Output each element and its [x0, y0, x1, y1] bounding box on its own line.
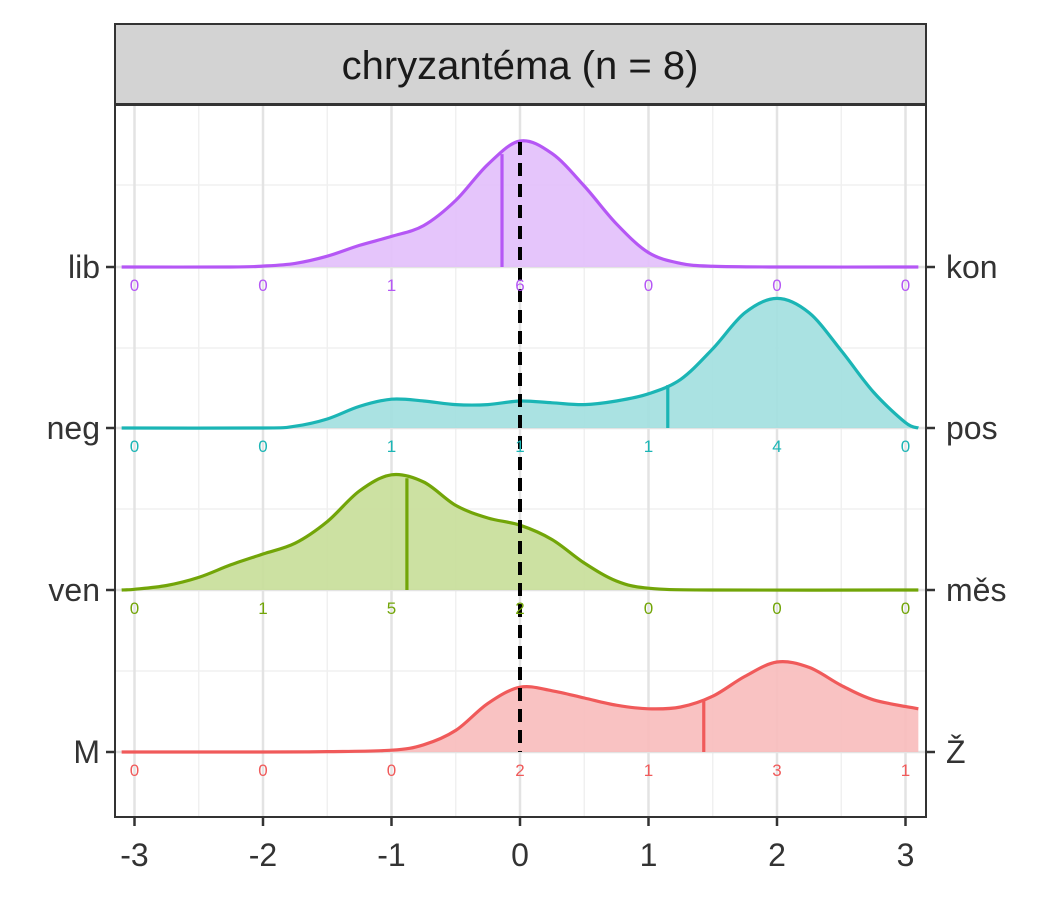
ridge-lib: [121, 139, 919, 269]
count-label: 0: [644, 599, 653, 618]
y-label-right: měs: [946, 572, 1006, 608]
count-label: 2: [515, 761, 524, 780]
density-line: [121, 139, 919, 269]
count-label: 1: [258, 599, 267, 618]
y-label-left: M: [73, 734, 100, 770]
axes: lib kon neg pos ven měs M Ž -3 -2 -1 0 1 2 3: [47, 249, 1007, 873]
count-label: 0: [258, 761, 267, 780]
count-labels: 0 0 1 6 0 0 0 0 0 1 1 1 4 0 0 1 5 2 0 0 0 0 0 0 2 1 3 1: [130, 276, 910, 780]
y-label-right: pos: [946, 410, 998, 446]
count-label: 1: [644, 437, 653, 456]
density-line: [121, 472, 919, 592]
count-label: 0: [130, 761, 139, 780]
count-label: 0: [901, 599, 910, 618]
y-label-right: kon: [946, 249, 998, 285]
count-label: 0: [387, 761, 396, 780]
count-label: 0: [130, 437, 139, 456]
y-label-left: ven: [48, 572, 100, 608]
x-tick-label: 2: [768, 837, 786, 873]
count-label: 1: [387, 276, 396, 295]
count-label: 0: [130, 276, 139, 295]
count-label: 5: [387, 599, 396, 618]
density-area: [121, 298, 919, 429]
count-label: 0: [772, 276, 781, 295]
density-area: [121, 140, 919, 268]
x-tick-label: 1: [640, 837, 658, 873]
density-area: [121, 661, 919, 753]
count-label: 0: [644, 276, 653, 295]
count-label: 1: [901, 761, 910, 780]
ridge-M: [121, 660, 919, 754]
strip-background: [114, 23, 927, 105]
y-label-right: Ž: [946, 734, 966, 770]
x-tick-label: 0: [511, 837, 529, 873]
count-label: 0: [130, 599, 139, 618]
count-label: 0: [772, 599, 781, 618]
count-label: 1: [515, 437, 524, 456]
density-line: [121, 296, 919, 430]
x-tick-label: 3: [897, 837, 915, 873]
x-tick-label: -3: [120, 837, 148, 873]
ridge-neg: [121, 296, 919, 430]
count-label: 3: [772, 761, 781, 780]
y-label-left: neg: [47, 410, 100, 446]
count-label: 4: [772, 437, 781, 456]
count-label: 0: [901, 276, 910, 295]
count-label: 0: [901, 437, 910, 456]
count-label: 6: [515, 276, 524, 295]
count-label: 2: [515, 599, 524, 618]
density-line: [121, 660, 919, 754]
x-tick-label: -1: [377, 837, 405, 873]
count-label: 0: [258, 276, 267, 295]
count-label: 1: [644, 761, 653, 780]
count-label: 0: [258, 437, 267, 456]
panel-title: chryzantéma (n = 8): [342, 44, 699, 88]
x-tick-label: -2: [249, 837, 277, 873]
count-label: 1: [387, 437, 396, 456]
y-label-left: lib: [68, 249, 100, 285]
